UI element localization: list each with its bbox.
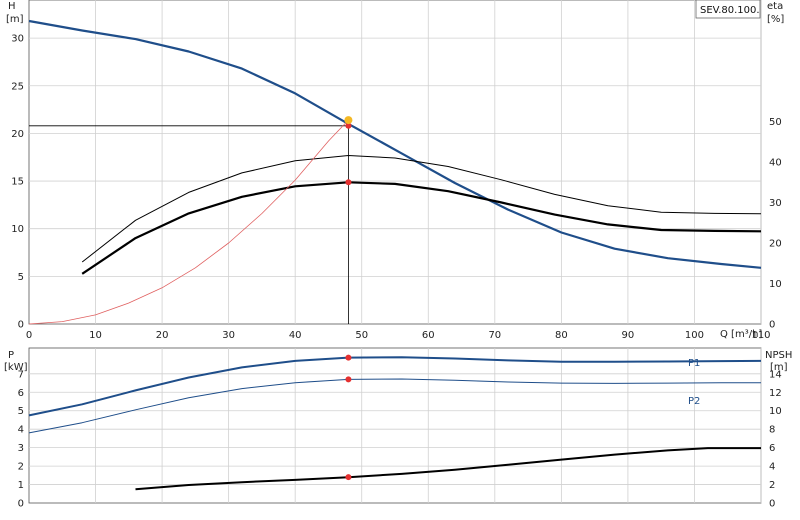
bottom-right-axis-unit: [m]: [770, 362, 788, 373]
left-tick-label-1-2: 2: [18, 462, 24, 473]
series-marker-0-2-0: [345, 179, 352, 186]
left-tick-label-0-1: 5: [18, 272, 24, 283]
series-marker-1-0-0: [345, 354, 352, 361]
right-tick-label-1-2: 4: [769, 462, 775, 473]
plot-frame-1: [28, 347, 762, 504]
series-line-0-2: [81, 181, 762, 275]
right-tick-label-1-7: 14: [769, 369, 782, 380]
series-line-0-0: [28, 19, 762, 269]
right-tick-label-0-4: 40: [769, 158, 782, 169]
series-line-1-1: [28, 378, 761, 434]
x-tick-label-6: 60: [422, 330, 435, 341]
left-tick-label-1-4: 4: [18, 425, 24, 436]
right-tick-label-1-4: 8: [769, 425, 775, 436]
top-left-axis-unit: [m]: [6, 14, 24, 25]
right-tick-label-0-0: 0: [769, 320, 775, 331]
x-tick-label-11: 110: [751, 330, 770, 341]
legend-p2-label: P2: [688, 396, 700, 407]
top-right-axis-name: eta: [767, 1, 783, 12]
left-tick-label-0-5: 25: [11, 81, 24, 92]
top-left-axis-name: H: [8, 1, 16, 12]
left-tick-label-1-1: 1: [18, 480, 24, 491]
left-tick-label-0-0: 0: [18, 320, 24, 331]
left-tick-label-1-7: 7: [18, 369, 24, 380]
x-tick-label-9: 90: [622, 330, 635, 341]
bottom-left-axis-name: P: [8, 350, 14, 361]
right-tick-label-1-5: 10: [769, 406, 782, 417]
left-tick-label-1-3: 3: [18, 443, 24, 454]
plot-frame-0: [28, 0, 762, 325]
series-line-1-2: [135, 447, 761, 491]
series-marker-0-0-0: [345, 122, 352, 129]
top-x-axis-label: Q [m³/h]: [720, 329, 762, 340]
series-marker-1-1-0: [345, 376, 352, 383]
model-label-box: SEV.80.100.: [695, 0, 761, 19]
right-tick-label-0-5: 50: [769, 117, 782, 128]
x-tick-label-10: 100: [685, 330, 704, 341]
x-tick-label-7: 70: [488, 330, 501, 341]
x-tick-label-5: 50: [355, 330, 368, 341]
right-tick-label-1-0: 0: [769, 499, 775, 510]
legend-p1-label: P1: [688, 358, 700, 369]
bottom-right-axis-name: NPSH: [765, 350, 792, 361]
right-tick-label-0-2: 20: [769, 239, 782, 250]
x-tick-label-8: 80: [555, 330, 568, 341]
right-tick-label-1-6: 12: [769, 388, 782, 399]
x-tick-label-1: 10: [89, 330, 102, 341]
left-tick-label-0-2: 10: [11, 224, 24, 235]
model-label: SEV.80.100.: [700, 5, 760, 16]
left-tick-label-1-6: 6: [18, 388, 24, 399]
x-tick-label-3: 30: [222, 330, 235, 341]
right-tick-label-1-1: 2: [769, 480, 775, 491]
left-tick-label-0-4: 20: [11, 129, 24, 140]
series-line-1-0: [28, 356, 762, 417]
bottom-left-axis-unit: [kW]: [4, 362, 28, 373]
x-tick-label-2: 20: [156, 330, 169, 341]
x-tick-label-4: 40: [289, 330, 302, 341]
left-tick-label-1-0: 0: [18, 499, 24, 510]
series-line-0-3: [28, 119, 349, 325]
right-tick-label-1-3: 6: [769, 443, 775, 454]
series-marker-1-2-0: [345, 474, 352, 481]
series-marker-0-3-0: [344, 116, 353, 125]
x-tick-label-0: 0: [26, 330, 32, 341]
right-tick-label-0-1: 10: [769, 279, 782, 290]
right-tick-label-0-3: 30: [769, 198, 782, 209]
series-line-0-1: [81, 155, 762, 263]
left-tick-label-1-5: 5: [18, 406, 24, 417]
left-tick-label-0-3: 15: [11, 177, 24, 188]
top-right-axis-unit: [%]: [767, 14, 784, 25]
left-tick-label-0-6: 30: [11, 34, 24, 45]
